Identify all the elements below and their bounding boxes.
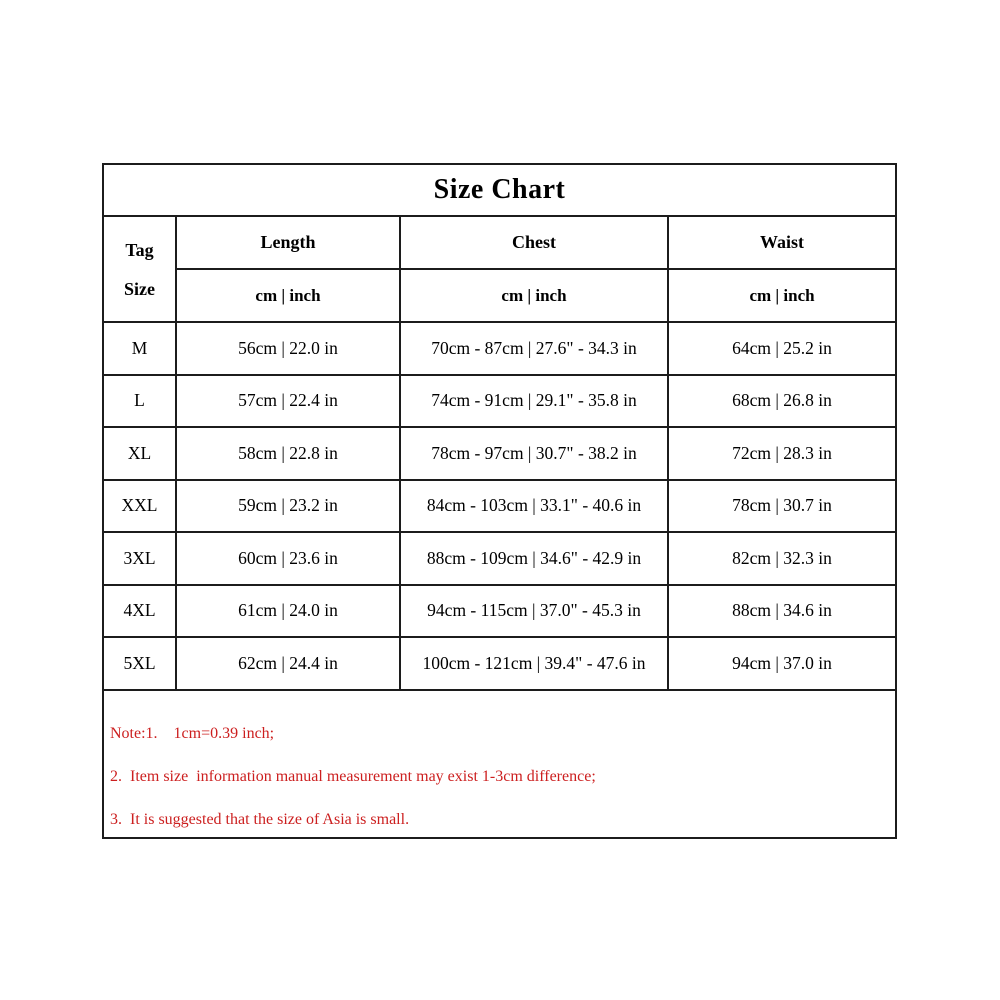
header-row: Tag Size Length Chest Waist xyxy=(102,215,898,323)
table-row: XXL 59cm | 23.2 in 84cm - 103cm | 33.1" … xyxy=(102,478,898,533)
col-header-waist: Waist xyxy=(666,215,898,270)
length-value: 58cm | 22.8 in xyxy=(175,426,401,481)
waist-value: 64cm | 25.2 in xyxy=(666,321,898,376)
size-label: 3XL xyxy=(102,531,177,586)
chest-value: 84cm - 103cm | 33.1" - 40.6 in xyxy=(399,478,669,533)
notes-row: Note:1. 1cm=0.39 inch; 2. Item size info… xyxy=(101,688,898,839)
waist-value: 94cm | 37.0 in xyxy=(666,636,898,691)
note-line-2: 2. Item size information manual measurem… xyxy=(110,768,596,785)
unit-length: cm | inch xyxy=(175,268,401,323)
size-chart-title: Size Chart xyxy=(101,163,898,217)
length-value: 62cm | 24.4 in xyxy=(175,636,401,691)
size-label: XXL xyxy=(102,478,177,533)
waist-value: 82cm | 32.3 in xyxy=(666,531,898,586)
chest-value: 78cm - 97cm | 30.7" - 38.2 in xyxy=(399,426,669,481)
unit-chest: cm | inch xyxy=(399,268,669,323)
tag-size-header-line1: Tag xyxy=(125,239,154,260)
note-line-3: 3. It is suggested that the size of Asia… xyxy=(110,811,410,828)
chest-value: 88cm - 109cm | 34.6" - 42.9 in xyxy=(399,531,669,586)
size-label: M xyxy=(102,321,177,376)
table-row: 5XL 62cm | 24.4 in 100cm - 121cm | 39.4"… xyxy=(102,636,898,691)
size-chart-container: Size Chart Tag Size Length Chest Waist c… xyxy=(101,163,898,839)
waist-value: 72cm | 28.3 in xyxy=(666,426,898,481)
size-label: 4XL xyxy=(102,583,177,638)
note-line-1: Note:1. 1cm=0.39 inch; xyxy=(110,725,275,742)
length-value: 61cm | 24.0 in xyxy=(175,583,401,638)
tag-size-header-line2: Size xyxy=(124,278,155,299)
title-row: Size Chart xyxy=(101,163,898,217)
table-row: L 57cm | 22.4 in 74cm - 91cm | 29.1" - 3… xyxy=(102,373,898,428)
waist-value: 68cm | 26.8 in xyxy=(666,373,898,428)
length-value: 56cm | 22.0 in xyxy=(175,321,401,376)
table-row: M 56cm | 22.0 in 70cm - 87cm | 27.6" - 3… xyxy=(102,321,898,376)
unit-waist: cm | inch xyxy=(666,268,898,323)
length-value: 60cm | 23.6 in xyxy=(175,531,401,586)
waist-value: 78cm | 30.7 in xyxy=(666,478,898,533)
unit-row: cm | inch cm | inch cm | inch xyxy=(103,268,898,323)
size-label: XL xyxy=(102,426,177,481)
col-header-length: Length xyxy=(175,215,401,270)
waist-value: 88cm | 34.6 in xyxy=(666,583,898,638)
table-row: 3XL 60cm | 23.6 in 88cm - 109cm | 34.6" … xyxy=(102,531,898,586)
chest-value: 94cm - 115cm | 37.0" - 45.3 in xyxy=(399,583,669,638)
table-row: 4XL 61cm | 24.0 in 94cm - 115cm | 37.0" … xyxy=(102,583,898,638)
size-label: 5XL xyxy=(102,636,177,691)
length-value: 57cm | 22.4 in xyxy=(175,373,401,428)
col-header-chest: Chest xyxy=(399,215,669,270)
chest-value: 74cm - 91cm | 29.1" - 35.8 in xyxy=(399,373,669,428)
notes-section: Note:1. 1cm=0.39 inch; 2. Item size info… xyxy=(101,688,898,839)
tag-size-header: Tag Size xyxy=(102,215,177,323)
chest-value: 70cm - 87cm | 27.6" - 34.3 in xyxy=(399,321,669,376)
table-row: XL 58cm | 22.8 in 78cm - 97cm | 30.7" - … xyxy=(102,426,898,481)
length-value: 59cm | 23.2 in xyxy=(175,478,401,533)
size-chart-table: Size Chart Tag Size Length Chest Waist c… xyxy=(101,163,898,839)
size-label: L xyxy=(102,373,177,428)
chest-value: 100cm - 121cm | 39.4" - 47.6 in xyxy=(399,636,669,691)
